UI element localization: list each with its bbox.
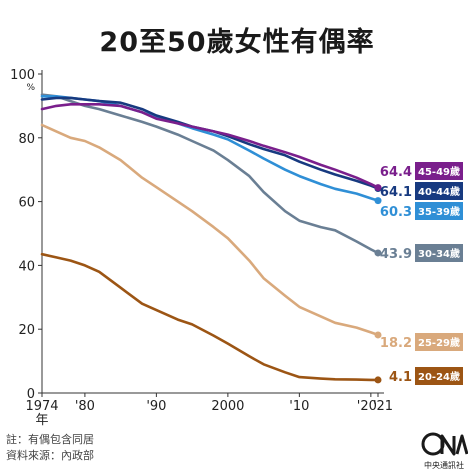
source-text: 資料來源：內政部 — [6, 449, 94, 462]
series-end-value: 64.1 — [380, 185, 412, 200]
series-end-value: 18.2 — [380, 336, 412, 351]
x-unit-label: 年 — [35, 413, 48, 428]
series-badge-label: 45-49歲 — [418, 165, 460, 178]
x-tick-label: '90 — [146, 399, 166, 414]
series-badge-label: 20-24歲 — [418, 370, 460, 383]
y-tick-label: 0 — [27, 387, 35, 402]
series-badge-label: 40-44歲 — [418, 185, 460, 198]
note-text: 註：有偶包含同居 — [6, 433, 94, 446]
series-badge — [415, 244, 463, 262]
x-tick-label: '80 — [75, 399, 95, 414]
series-end-value: 43.9 — [380, 247, 412, 262]
x-tick-label: 1974 — [25, 399, 58, 414]
y-tick-label: 80 — [18, 132, 35, 147]
x-tick-label: 2000 — [211, 399, 244, 414]
series-end-point — [374, 376, 382, 384]
y-tick-label: 40 — [18, 259, 35, 274]
series-end-value: 60.3 — [380, 205, 412, 220]
series-end-point — [374, 197, 382, 205]
series-badge — [415, 333, 463, 351]
series-line — [40, 103, 380, 189]
series-badge-label: 35-39歲 — [418, 205, 460, 218]
chart-title: 20至50歲女性有偶率 — [99, 27, 375, 58]
series-end-value: 4.1 — [389, 370, 412, 385]
series-end-point — [374, 249, 382, 257]
series-badge — [415, 162, 463, 180]
chart-end-labels: 64.4 45-49歲 64.1 40-44歲 60.3 35-39歲 43.9 30-34歲… — [380, 162, 463, 385]
y-tick-label: 20 — [18, 323, 35, 338]
chart-notes: 註：有偶包含同居 資料來源：內政部 — [6, 432, 94, 464]
series-badge-label: 25-29歲 — [418, 336, 460, 349]
series-end-point — [374, 184, 382, 192]
series-end-point — [374, 331, 382, 339]
y-tick-label: 60 — [18, 196, 35, 211]
x-tick-label: '10 — [289, 399, 309, 414]
cna-logo-icon: 中央通訊社 — [421, 432, 468, 470]
chart-series-lines — [40, 93, 382, 384]
line-chart: 0 20 40 60 80 100% 1974 '80 '90 2000 '10 '20'21 年 64… — [10, 68, 463, 428]
series-line — [40, 252, 380, 382]
series-line — [40, 123, 380, 337]
series-end-value: 64.4 — [380, 165, 412, 180]
x-tick-label: '20 — [357, 399, 377, 414]
series-badge-label: 30-34歲 — [418, 247, 460, 260]
y-unit-label: % — [26, 83, 35, 93]
series-badge — [415, 182, 463, 200]
series-badge — [415, 367, 463, 385]
x-tick-label: '21 — [373, 399, 393, 414]
chart-axes: 0 20 40 60 80 100% 1974 '80 '90 2000 '10 '20'21 年 — [10, 68, 393, 428]
series-badge — [415, 202, 463, 220]
y-tick-label: 100 — [10, 68, 35, 83]
series-line — [40, 93, 380, 255]
logo-text: 中央通訊社 — [424, 460, 464, 470]
